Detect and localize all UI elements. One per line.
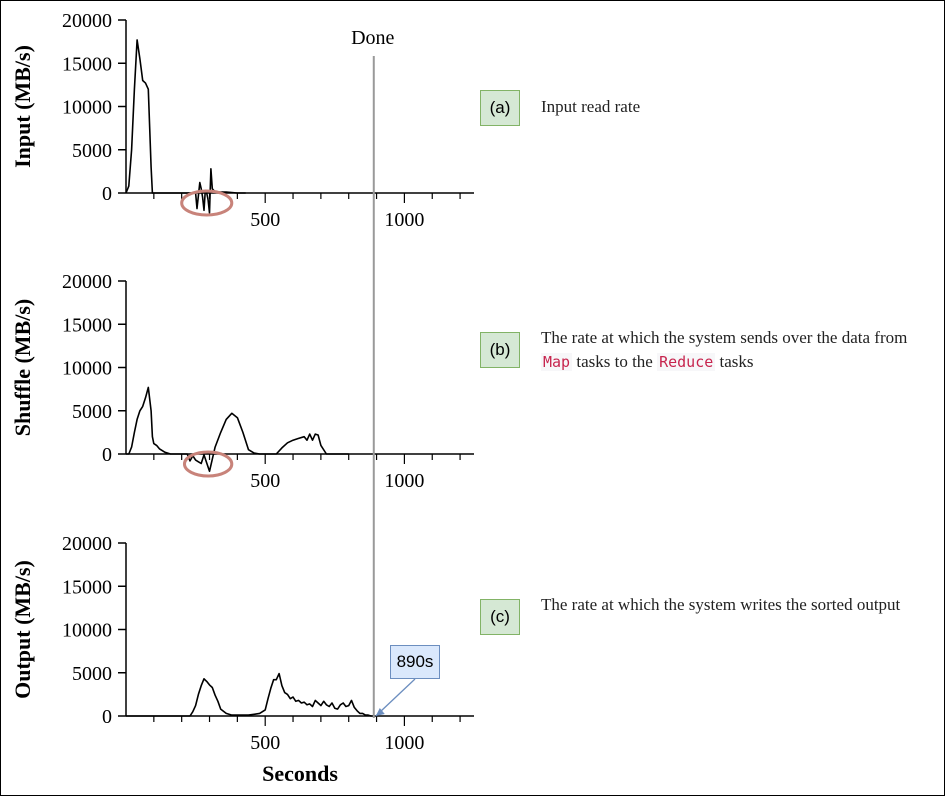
y-tick-label: 20000 xyxy=(62,10,112,32)
y-tick-label: 15000 xyxy=(62,576,112,598)
series-line-0-0 xyxy=(125,39,246,214)
series-line-1-0 xyxy=(126,386,349,473)
y-tick-label: 0 xyxy=(102,706,112,728)
code-map: Map xyxy=(541,353,573,371)
description-a: Input read rate xyxy=(541,97,641,116)
y-axis-label: Input (MB/s) xyxy=(10,45,35,168)
description-b-text-1: The rate at which the system sends over … xyxy=(541,328,908,347)
highlight-ellipse xyxy=(180,189,234,217)
description-c: The rate at which the system writes the … xyxy=(541,595,901,614)
y-tick-label: 0 xyxy=(102,444,112,466)
tag-b: (b) xyxy=(480,332,520,368)
y-tick-label: 10000 xyxy=(62,358,112,380)
y-tick-label: 5000 xyxy=(72,401,112,423)
description-b-text-2: tasks to the xyxy=(572,352,658,371)
code-reduce: Reduce xyxy=(657,353,716,371)
series-line-2-0 xyxy=(126,672,374,717)
y-tick-label: 10000 xyxy=(62,97,112,119)
highlight-ellipse xyxy=(182,450,234,478)
x-tick-label: 1000 xyxy=(384,470,424,492)
x-tick-label: 1000 xyxy=(384,732,424,754)
x-tick-label: 1000 xyxy=(384,209,424,231)
y-tick-label: 20000 xyxy=(62,533,112,555)
y-tick-label: 15000 xyxy=(62,314,112,336)
description-b-text-3: tasks xyxy=(715,352,754,371)
x-axis-title: Seconds xyxy=(262,761,338,786)
description-b: The rate at which the system sends over … xyxy=(541,326,936,374)
tag-a: (a) xyxy=(480,90,520,126)
callout-arrowhead xyxy=(375,708,385,716)
y-tick-label: 15000 xyxy=(62,53,112,75)
callout-pointer xyxy=(375,678,416,717)
x-tick-label: 500 xyxy=(250,470,280,492)
done-label: Done xyxy=(351,27,394,49)
y-tick-label: 20000 xyxy=(62,271,112,293)
x-tick-label: 500 xyxy=(250,732,280,754)
x-tick-label: 500 xyxy=(250,209,280,231)
tag-c: (c) xyxy=(480,599,520,635)
y-tick-label: 5000 xyxy=(72,663,112,685)
y-axis-label: Shuffle (MB/s) xyxy=(10,299,35,437)
y-tick-label: 5000 xyxy=(72,140,112,162)
y-tick-label: 10000 xyxy=(62,620,112,642)
y-axis-label: Output (MB/s) xyxy=(10,560,35,699)
callout-890s: 890s xyxy=(390,645,440,679)
y-tick-label: 0 xyxy=(102,183,112,205)
